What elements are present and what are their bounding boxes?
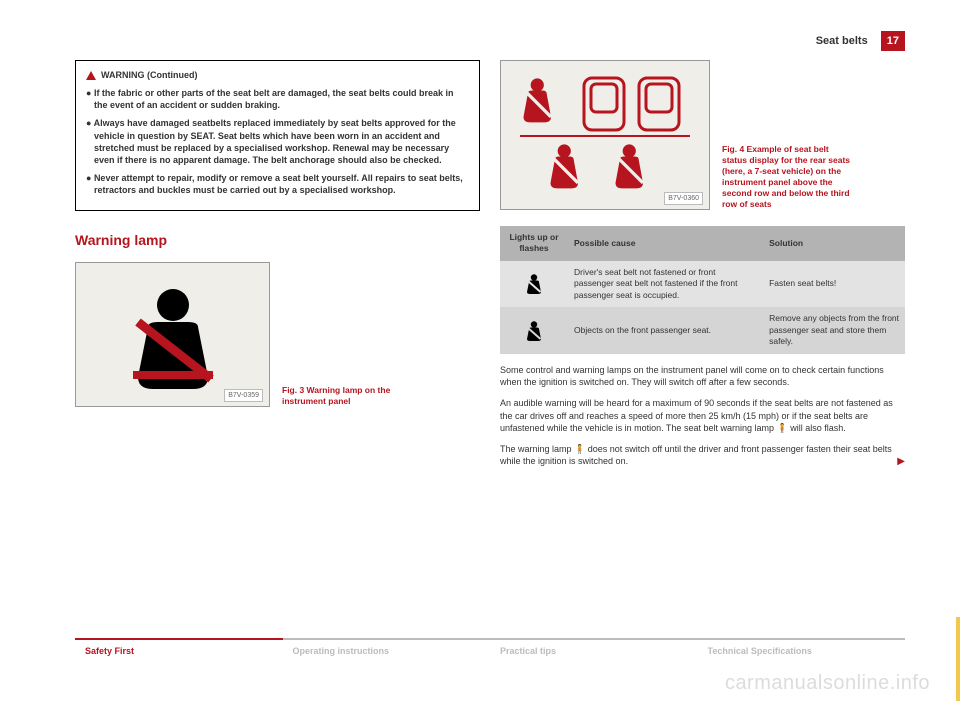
right-column: B7V-0360 Fig. 4 Example of seat belt sta…: [500, 60, 905, 641]
seatbelt-person-icon: [113, 277, 233, 392]
figure-4-id: B7V-0360: [664, 192, 703, 205]
figure-4-row: B7V-0360 Fig. 4 Example of seat belt sta…: [500, 60, 905, 210]
footer-tab-operating[interactable]: Operating instructions: [283, 638, 491, 676]
table-header-row: Lights up or flashes Possible cause Solu…: [500, 226, 905, 261]
seatbelt-icon: [525, 273, 543, 295]
figure-4-caption: Fig. 4 Example of seat belt status displ…: [722, 144, 852, 210]
continue-arrow-icon: ▶: [897, 455, 905, 469]
seat-status-icon: [510, 68, 700, 203]
status-table: Lights up or flashes Possible cause Solu…: [500, 226, 905, 354]
page-accent: [956, 0, 960, 701]
left-column: WARNING (Continued) If the fabric or oth…: [75, 60, 480, 641]
warning-item: If the fabric or other parts of the seat…: [86, 87, 469, 111]
belt-icon-cell: [500, 307, 568, 353]
watermark: carmanualsonline.info: [725, 672, 930, 695]
th-solution: Solution: [763, 226, 905, 261]
warning-list: If the fabric or other parts of the seat…: [86, 87, 469, 196]
footer-tab-practical[interactable]: Practical tips: [490, 638, 698, 676]
solution-cell: Remove any objects from the front passen…: [763, 307, 905, 353]
footer-tab-safety[interactable]: Safety First: [75, 638, 283, 676]
warning-box: WARNING (Continued) If the fabric or oth…: [75, 60, 480, 211]
figure-3: B7V-0359: [75, 262, 270, 407]
warning-item: Never attempt to repair, modify or remov…: [86, 172, 469, 196]
table-row: Driver's seat belt not fastened or front…: [500, 261, 905, 307]
figure-3-id: B7V-0359: [224, 389, 263, 402]
solution-cell: Fasten seat belts!: [763, 261, 905, 307]
body-paragraph: Some control and warning lamps on the in…: [500, 364, 905, 389]
section-name: Seat belts: [816, 35, 868, 47]
warning-item: Always have damaged seatbelts replaced i…: [86, 117, 469, 166]
body-paragraph: The warning lamp 🧍 does not switch off u…: [500, 443, 905, 468]
warning-header: WARNING (Continued): [86, 69, 469, 81]
footer-tab-technical[interactable]: Technical Specifications: [698, 638, 906, 676]
th-lights: Lights up or flashes: [500, 226, 568, 261]
warning-triangle-icon: [86, 71, 96, 80]
page-number: 17: [881, 31, 905, 51]
section-title: Warning lamp: [75, 231, 480, 250]
seatbelt-icon: [525, 320, 543, 342]
belt-icon-cell: [500, 261, 568, 307]
figure-4: B7V-0360: [500, 60, 710, 210]
warning-title: WARNING (Continued): [101, 69, 197, 81]
figure-3-row: B7V-0359 Fig. 3 Warning lamp on the inst…: [75, 262, 480, 407]
body-paragraph: An audible warning will be heard for a m…: [500, 397, 905, 435]
figure-3-caption: Fig. 3 Warning lamp on the instrument pa…: [282, 385, 412, 407]
cause-cell: Objects on the front passenger seat.: [568, 307, 763, 353]
body-paragraph-text: The warning lamp 🧍 does not switch off u…: [500, 444, 892, 467]
table-row: Objects on the front passenger seat. Rem…: [500, 307, 905, 353]
page-header: Seat belts 17: [816, 35, 905, 47]
footer-tabs: Safety First Operating instructions Prac…: [75, 638, 905, 676]
content-area: WARNING (Continued) If the fabric or oth…: [75, 60, 905, 641]
th-cause: Possible cause: [568, 226, 763, 261]
cause-cell: Driver's seat belt not fastened or front…: [568, 261, 763, 307]
